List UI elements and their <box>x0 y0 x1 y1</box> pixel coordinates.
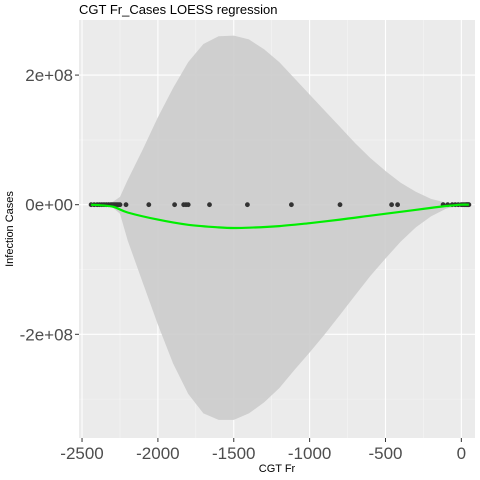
data-point <box>395 202 400 208</box>
data-point <box>245 202 250 208</box>
x-tick-label: 0 <box>457 444 466 463</box>
chart-title: CGT Fr_Cases LOESS regression <box>79 2 277 17</box>
y-tick-label: -2e+08 <box>20 325 73 344</box>
confidence-ribbon <box>91 35 469 420</box>
x-tick-label: -500 <box>368 444 402 463</box>
y-tick-label: 2e+08 <box>25 66 73 85</box>
data-point <box>289 202 294 208</box>
data-point <box>185 202 191 208</box>
x-tick-label: -1500 <box>212 444 255 463</box>
x-axis-label: CGT Fr <box>259 463 296 475</box>
y-axis-label: Infection Cases <box>4 191 16 267</box>
y-axis: -2e+08 0e+00 2e+08 <box>20 66 79 344</box>
data-point <box>123 202 129 208</box>
loess-line <box>91 203 469 230</box>
data-point <box>172 202 178 208</box>
data-point <box>389 202 394 208</box>
y-tick-label: 0e+00 <box>25 196 73 215</box>
data-point <box>337 202 343 208</box>
data-point <box>117 202 123 208</box>
x-tick-label: -2000 <box>136 444 179 463</box>
x-axis: -2500 -2000 -1500 -1000 -500 0 <box>60 438 466 463</box>
data-point <box>207 202 212 208</box>
x-tick-label: -2500 <box>60 444 103 463</box>
data-point <box>146 202 152 208</box>
x-tick-label: -1000 <box>288 444 331 463</box>
